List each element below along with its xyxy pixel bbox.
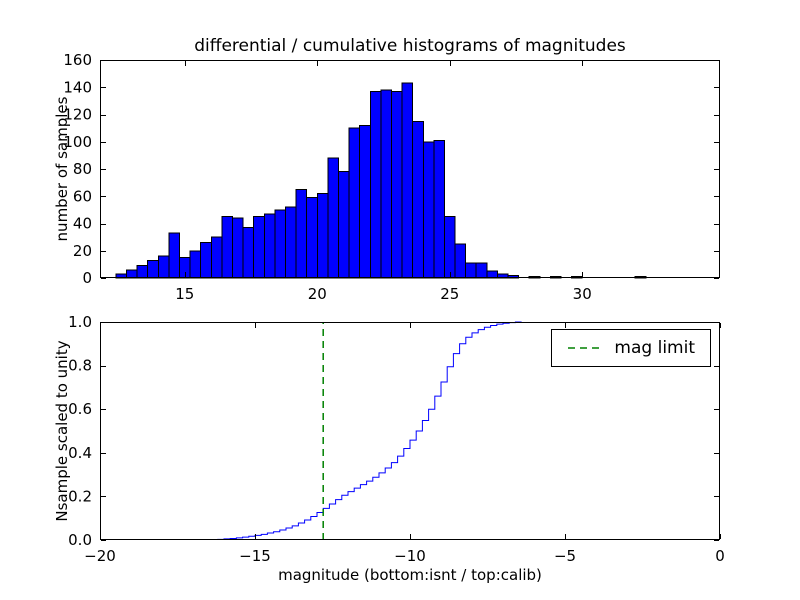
cumulative-step-line xyxy=(211,321,522,541)
histogram-bar xyxy=(284,206,297,279)
x-tick-label: 0 xyxy=(715,547,725,565)
histogram-bar xyxy=(263,213,276,279)
histogram-bar xyxy=(412,120,424,279)
x-tick-label: −10 xyxy=(394,547,426,565)
y-tick-label: 140 xyxy=(63,78,92,96)
x-tick-label: 15 xyxy=(175,285,194,303)
histogram-bar xyxy=(210,236,223,279)
y-tick-label: 0.8 xyxy=(68,357,92,375)
x-axis-label: magnitude (bottom:isnt / top:calib) xyxy=(278,566,542,584)
y-tick-label: 160 xyxy=(63,51,92,69)
legend-box: mag limit xyxy=(551,329,711,367)
histogram-bar xyxy=(327,157,339,279)
x-tick-label: −5 xyxy=(554,547,576,565)
axes-spine xyxy=(100,322,720,540)
mag-limit-dashed-line-icon xyxy=(568,347,603,349)
histogram-bar xyxy=(454,243,467,279)
histogram-bar xyxy=(422,141,435,279)
histogram-bar xyxy=(316,193,329,279)
x-tick-label: 30 xyxy=(573,285,592,303)
histogram-bar xyxy=(136,265,149,279)
y-tick-label: 0.0 xyxy=(68,531,92,549)
y-tick-label: 120 xyxy=(63,106,92,124)
histogram-bar xyxy=(242,227,255,279)
figure-title: differential / cumulative histograms of … xyxy=(194,36,626,56)
legend-entry-label: mag limit xyxy=(614,338,695,358)
histogram-bars xyxy=(115,82,647,279)
histogram-bar xyxy=(253,216,265,279)
y-tick-label: 60 xyxy=(73,187,92,205)
histogram-bar xyxy=(380,89,392,279)
axes-frame: −20 −15 −10 −5 0 0.0 0.2 0.4 0.6 0.8 1.0 xyxy=(68,313,725,565)
histogram-bar xyxy=(433,139,445,279)
histogram-bar xyxy=(221,216,233,279)
histogram-bar xyxy=(401,82,414,279)
histogram-bar xyxy=(306,197,318,279)
histogram-bar xyxy=(168,232,180,279)
histogram-bar xyxy=(157,255,170,279)
x-tick-label: −20 xyxy=(84,547,116,565)
histogram-bar xyxy=(126,269,138,279)
axes-frame: 15 20 25 30 0 20 40 60 80 100 120 140 160 xyxy=(63,51,720,303)
histogram-bar xyxy=(178,257,191,279)
histogram-bar xyxy=(443,216,456,279)
histogram-bar xyxy=(295,188,308,279)
axes-spine xyxy=(100,60,720,278)
histogram-bar xyxy=(200,242,212,279)
cumulative-histogram-plot: −20 −15 −10 −5 0 0.0 0.2 0.4 0.6 0.8 1.0 xyxy=(68,313,725,565)
y-tick-label: 100 xyxy=(63,133,92,151)
y-tick-label: 80 xyxy=(73,160,92,178)
y-tick-label: 0.4 xyxy=(68,444,92,462)
histogram-bar xyxy=(390,90,403,279)
y-tick-label: 0.6 xyxy=(68,400,92,418)
y-tick-label: 0.2 xyxy=(68,487,92,505)
y-tick-label: 40 xyxy=(73,215,92,233)
histogram-bar xyxy=(189,250,202,279)
histogram-bar xyxy=(348,127,361,279)
histogram-bar xyxy=(486,270,498,279)
x-tick-label: 25 xyxy=(440,285,459,303)
histogram-bar xyxy=(147,259,159,279)
y-tick-label: 20 xyxy=(73,242,92,260)
histogram-bar xyxy=(359,124,371,279)
histogram-bar xyxy=(231,217,244,279)
histogram-bar xyxy=(465,262,477,279)
histogram-bar xyxy=(369,90,382,279)
histogram-bar xyxy=(337,171,350,279)
histogram-bar xyxy=(475,262,488,279)
x-tick-label: −15 xyxy=(239,547,271,565)
x-tick-label: 20 xyxy=(308,285,327,303)
y-tick-label: 0 xyxy=(82,269,92,287)
differential-histogram-plot: 15 20 25 30 0 20 40 60 80 100 120 140 160 xyxy=(63,51,720,303)
histogram-bar xyxy=(274,209,286,279)
y-tick-label: 1.0 xyxy=(68,313,92,331)
